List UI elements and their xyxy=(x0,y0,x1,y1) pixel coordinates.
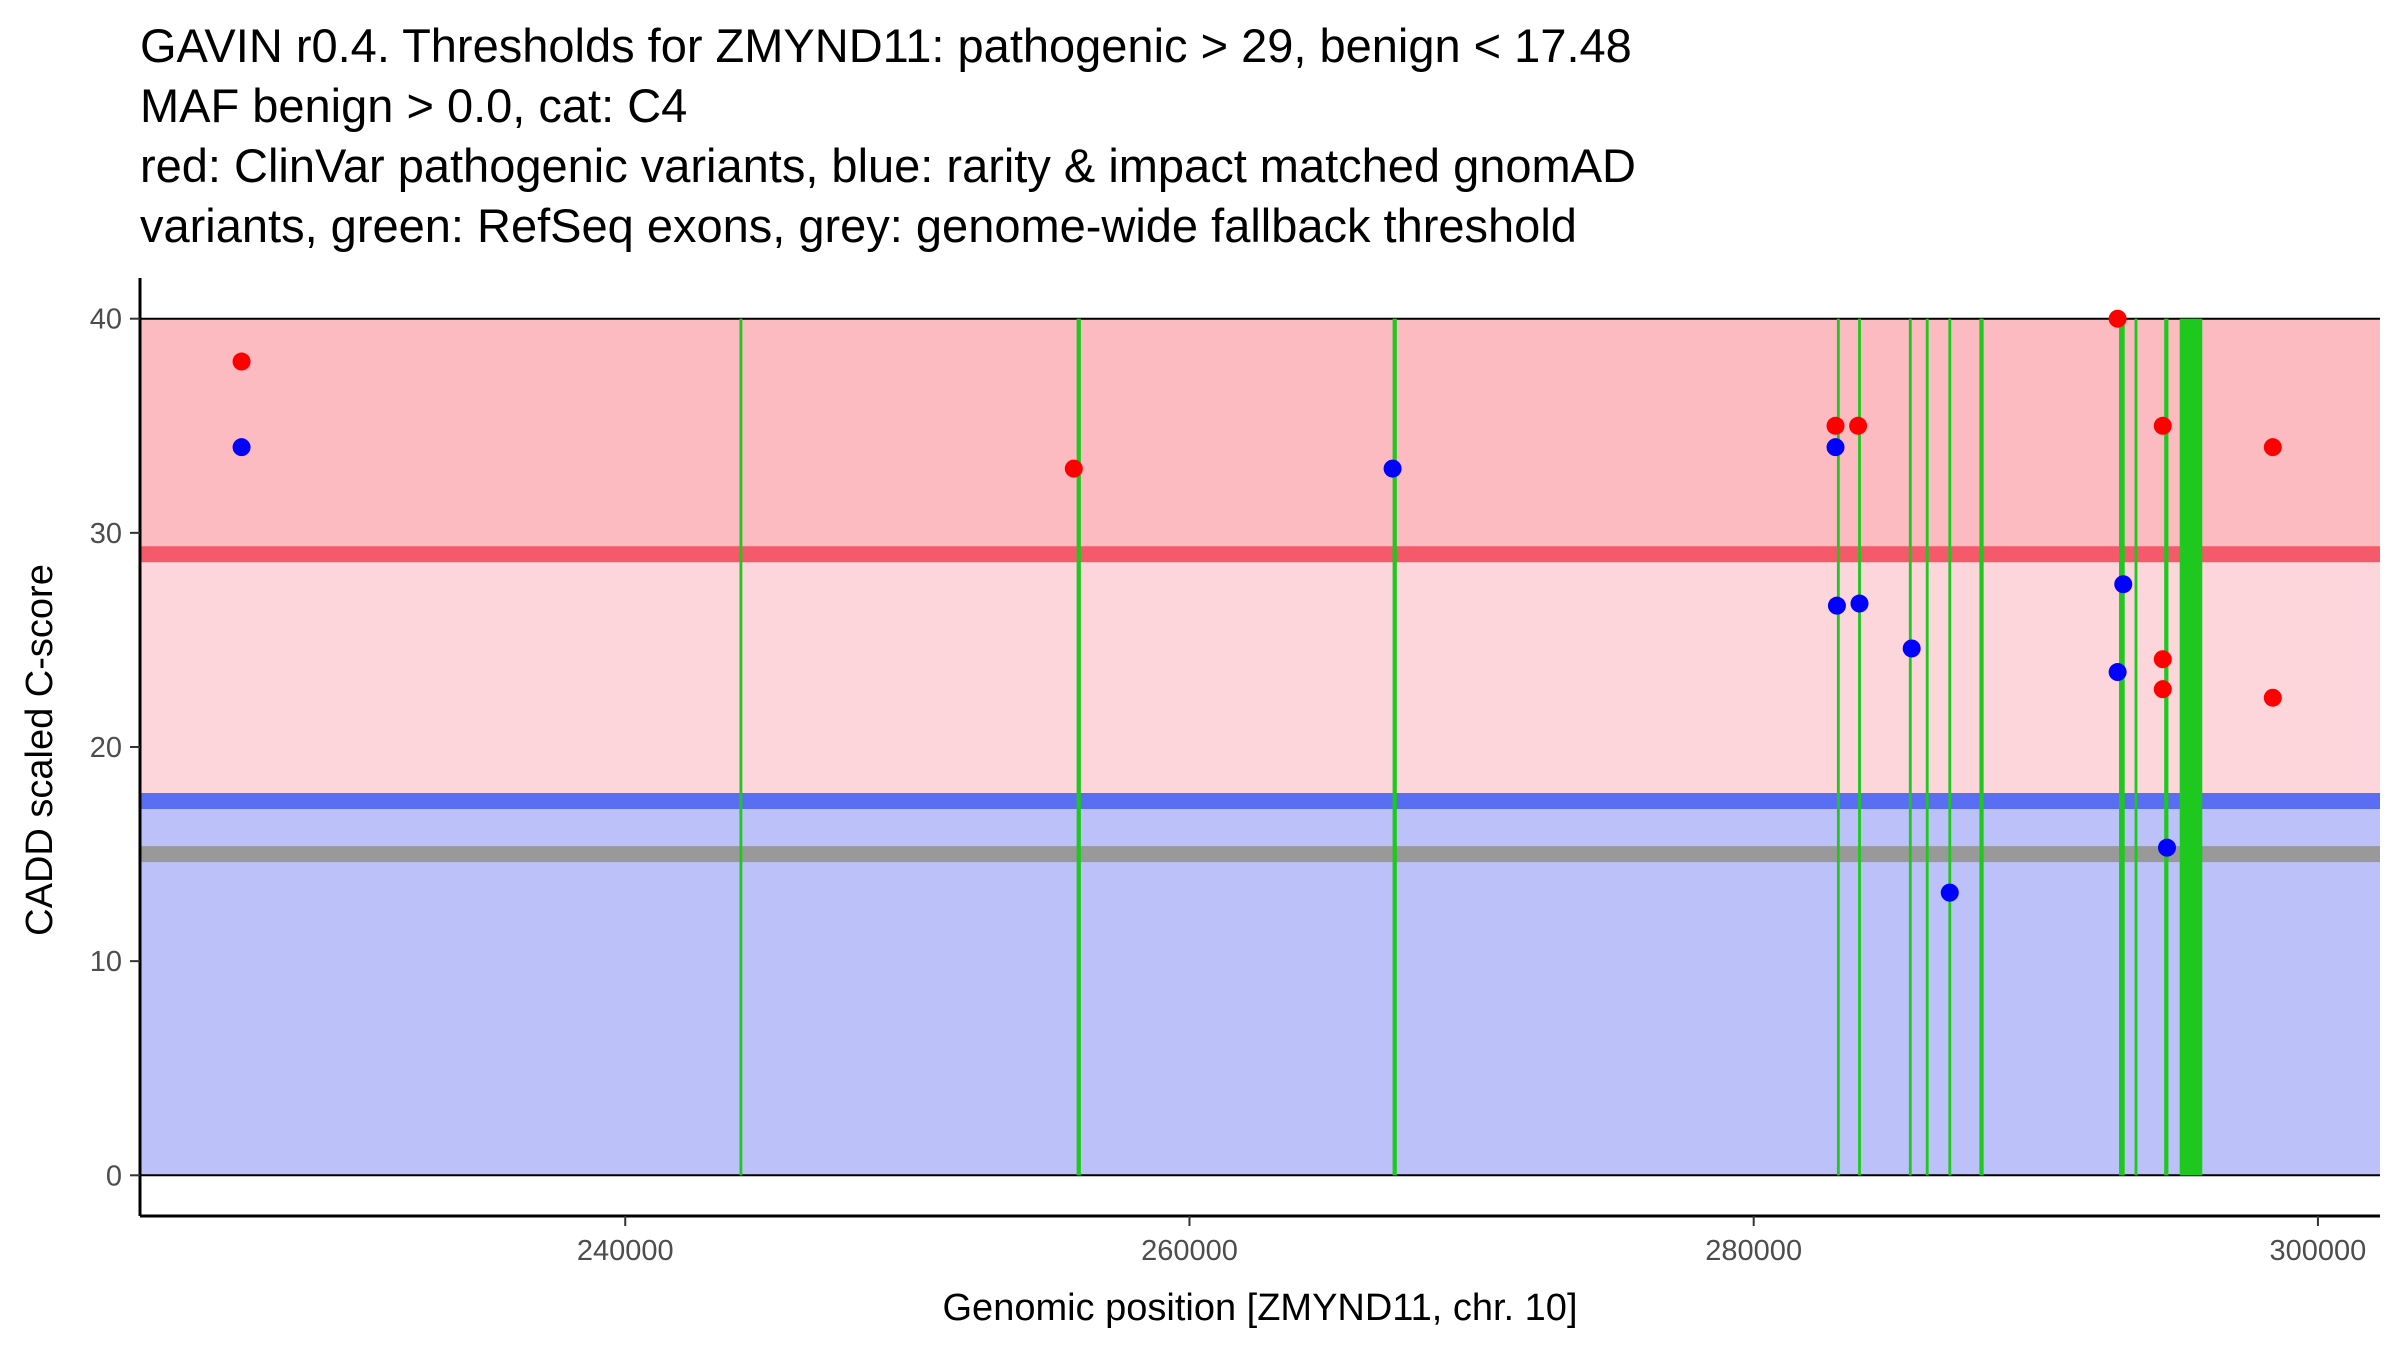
pathogenic-zone xyxy=(140,318,2380,555)
variant-point xyxy=(232,438,251,457)
variant-point xyxy=(232,352,251,371)
y-tick-label: 40 xyxy=(90,304,122,336)
title-line-2: MAF benign > 0.0, cat: C4 xyxy=(140,79,688,132)
exon-line xyxy=(2134,318,2138,1176)
variant-point xyxy=(2108,663,2127,682)
variant-point xyxy=(2263,688,2282,707)
variant-point xyxy=(1826,416,1845,435)
variant-point xyxy=(1383,459,1402,478)
exon-line xyxy=(2179,318,2203,1176)
variant-point xyxy=(1902,639,1921,658)
axes: 240000 260000 280000 300000 0 10 20 30 40 xyxy=(90,278,2380,1267)
variant-point xyxy=(1827,596,1846,615)
variant-point xyxy=(2153,680,2172,699)
variant-point xyxy=(2263,438,2282,457)
chart-title: GAVIN r0.4. Thresholds for ZMYND11: path… xyxy=(140,16,2380,256)
exon-line xyxy=(1948,318,1952,1176)
variant-point xyxy=(1940,883,1959,902)
exon-line xyxy=(1908,318,1912,1176)
exon-lines xyxy=(739,318,2203,1176)
title-line-4: variants, green: RefSeq exons, grey: gen… xyxy=(140,199,1577,252)
y-tick-label: 0 xyxy=(106,1160,122,1192)
exon-line xyxy=(1858,318,1861,1176)
exon-line xyxy=(1836,318,1840,1176)
variant-point xyxy=(1826,438,1845,457)
exon-line xyxy=(2164,318,2169,1176)
variant-point xyxy=(1849,416,1868,435)
variant-point xyxy=(2153,416,2172,435)
y-tick-label: 30 xyxy=(90,518,122,550)
threshold-lines xyxy=(140,317,2380,1177)
exon-line xyxy=(1392,318,1397,1176)
variant-points xyxy=(232,309,2282,902)
benign-zone xyxy=(140,800,2380,1176)
exon-line xyxy=(1925,318,1929,1176)
threshold-zones xyxy=(140,318,2380,1176)
title-line-3: red: ClinVar pathogenic variants, blue: … xyxy=(140,139,1636,192)
exon-line xyxy=(2119,318,2125,1176)
variant-point xyxy=(2114,575,2133,594)
y-tick-label: 10 xyxy=(90,946,122,978)
variant-point xyxy=(2158,838,2177,857)
exon-line xyxy=(1076,318,1081,1176)
x-tick-label: 280000 xyxy=(1705,1235,1802,1267)
intermediate-zone xyxy=(140,554,2380,801)
variant-point xyxy=(2153,650,2172,669)
variant-point xyxy=(2108,309,2127,328)
exon-line xyxy=(1979,318,1984,1176)
variant-point xyxy=(1064,459,1083,478)
y-axis-title: CADD scaled C-score xyxy=(19,564,61,936)
exon-line xyxy=(739,318,743,1176)
x-tick-label: 240000 xyxy=(577,1235,674,1267)
y-tick-label: 20 xyxy=(90,732,122,764)
x-tick-label: 300000 xyxy=(2270,1235,2367,1267)
x-tick-label: 260000 xyxy=(1141,1235,1238,1267)
title-line-1: GAVIN r0.4. Thresholds for ZMYND11: path… xyxy=(140,19,1632,72)
x-axis-title: Genomic position [ZMYND11, chr. 10] xyxy=(943,1287,1578,1329)
variant-point xyxy=(1850,594,1869,613)
